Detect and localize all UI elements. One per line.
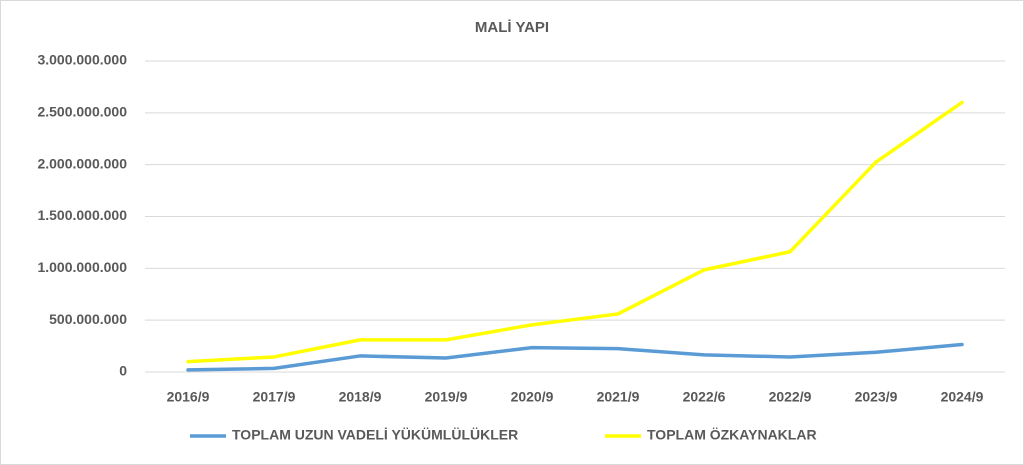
chart-title: MALİ YAPI	[475, 19, 549, 36]
y-tick-label: 2.500.000.000	[37, 104, 127, 120]
y-tick-label: 0	[119, 363, 127, 379]
x-tick-label: 2021/9	[597, 389, 640, 405]
x-tick-label: 2018/9	[339, 389, 382, 405]
x-tick-label: 2022/6	[683, 389, 726, 405]
x-tick-label: 2019/9	[425, 389, 468, 405]
x-tick-label: 2017/9	[253, 389, 296, 405]
y-tick-label: 500.000.000	[49, 311, 127, 327]
data-line	[186, 342, 964, 372]
x-tick-label: 2023/9	[855, 389, 898, 405]
legend-label: TOPLAM UZUN VADELİ YÜKÜMLÜLÜKLER	[232, 427, 518, 443]
y-tick-label: 1.000.000.000	[37, 259, 127, 275]
x-tick-label: 2022/9	[769, 389, 812, 405]
data-line	[186, 100, 964, 364]
y-tick-label: 1.500.000.000	[37, 207, 127, 223]
x-tick-label: 2020/9	[511, 389, 554, 405]
x-tick-label: 2024/9	[941, 389, 984, 405]
y-tick-label: 2.000.000.000	[37, 155, 127, 171]
y-tick-label: 3.000.000.000	[37, 52, 127, 68]
x-tick-label: 2016/9	[167, 389, 210, 405]
legend-label: TOPLAM ÖZKAYNAKLAR	[647, 427, 817, 443]
